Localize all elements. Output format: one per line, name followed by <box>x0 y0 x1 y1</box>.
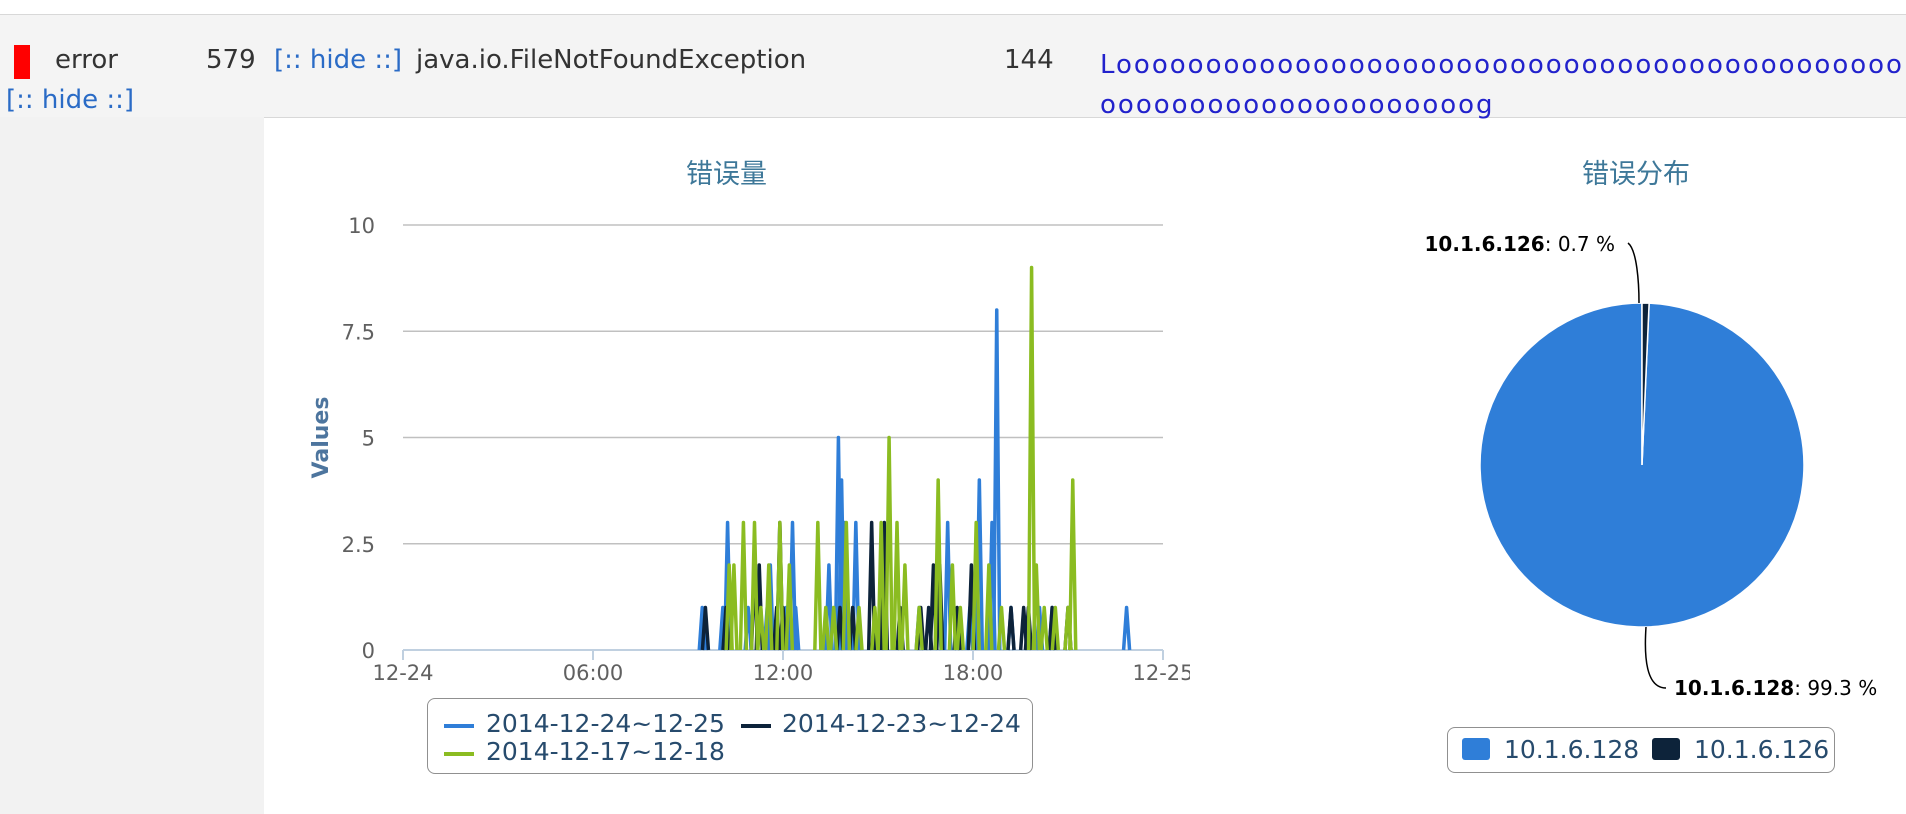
error-message: Looooooooooooooooooooooooooooooooooooooo… <box>1100 50 1904 119</box>
error-level-marker <box>14 45 30 79</box>
data-spike <box>700 605 711 651</box>
y-axis-label: Values <box>309 397 334 479</box>
x-tick-label: 06:00 <box>563 661 624 685</box>
series-3 <box>724 265 1078 651</box>
data-spike <box>900 563 910 651</box>
legend-item-slice-1[interactable]: 10.1.6.128 <box>1504 735 1640 764</box>
legend-swatch-slice-2 <box>1652 738 1680 760</box>
legend-item-series-1[interactable]: 2014-12-24~12-25 <box>486 709 725 738</box>
pie-connector <box>1627 242 1640 304</box>
legend-swatch-series-1 <box>444 724 474 728</box>
exception-count: 144 <box>1004 45 1054 75</box>
data-spike <box>971 520 981 651</box>
data-spike <box>841 520 852 651</box>
exception-name: java.io.FileNotFoundException <box>416 45 807 75</box>
y-tick-label: 10 <box>348 214 375 238</box>
log-row[interactable]: error 579 [:: hide ::] java.io.FileNotFo… <box>0 15 1906 119</box>
data-spike <box>775 520 785 651</box>
line-chart-title: 错误量 <box>686 159 767 190</box>
pie-chart-legend: 10.1.6.128 10.1.6.126 <box>1447 727 1835 773</box>
top-border <box>0 14 1906 15</box>
error-volume-chart: 0 2.5 5 7.5 10 12-24 06:00 12:00 18:00 12-25 Value… <box>309 214 1190 685</box>
data-spike <box>1050 605 1061 651</box>
left-gutter <box>0 117 264 814</box>
hide-link-secondary[interactable]: [:: hide ::] <box>6 85 135 115</box>
data-spike <box>738 520 749 651</box>
legend-item-series-3[interactable]: 2014-12-17~12-18 <box>486 737 725 766</box>
data-spike <box>955 605 966 651</box>
pie-connector <box>1644 626 1667 689</box>
y-tick-label: 2.5 <box>342 533 375 557</box>
data-spike <box>749 520 760 651</box>
data-spike <box>992 308 1002 651</box>
legend-swatch-slice-1 <box>1462 738 1490 760</box>
data-spike <box>996 605 1007 651</box>
data-spike <box>756 605 766 651</box>
legend-swatch-series-2 <box>741 724 771 728</box>
legend-item-series-2[interactable]: 2014-12-23~12-24 <box>782 709 1021 738</box>
y-tick-label: 7.5 <box>342 320 375 344</box>
data-spike <box>876 520 886 651</box>
data-spike <box>854 605 864 651</box>
data-spike <box>892 520 902 651</box>
line-chart-legend: 2014-12-24~12-25 2014-12-23~12-24 2014-1… <box>427 698 1033 774</box>
log-level: error <box>55 45 118 75</box>
legend-item-slice-2[interactable]: 10.1.6.126 <box>1694 735 1830 764</box>
pie-chart-title: 错误分布 <box>1582 159 1690 190</box>
data-spike <box>1039 605 1049 651</box>
error-distribution-pie: 10.1.6.126: 0.7 % 10.1.6.128: 99.3 % <box>1425 232 1878 700</box>
data-spike <box>933 478 943 651</box>
series-1 <box>697 308 1132 651</box>
data-spike <box>914 605 924 651</box>
pie-data-label: 10.1.6.128: 99.3 % <box>1674 676 1877 700</box>
data-spike <box>1026 265 1037 651</box>
data-spike <box>821 605 831 651</box>
x-tick-label: 12-25 <box>1132 661 1190 685</box>
x-tick-label: 12-24 <box>372 661 433 685</box>
hide-link[interactable]: [:: hide ::] <box>274 45 403 75</box>
data-spike <box>1068 478 1078 651</box>
data-spike <box>790 605 801 651</box>
x-tick-label: 18:00 <box>943 661 1004 685</box>
data-spike <box>1121 605 1132 651</box>
data-spike <box>729 563 739 651</box>
x-tick-label: 12:00 <box>753 661 814 685</box>
data-spike <box>884 435 894 651</box>
y-tick-label: 0 <box>362 639 375 663</box>
error-count: 579 <box>206 45 256 75</box>
data-spike <box>784 563 795 651</box>
pie-data-label: 10.1.6.126: 0.7 % <box>1425 232 1615 256</box>
data-spike <box>984 563 994 651</box>
data-spike <box>947 563 958 651</box>
data-spike <box>1031 563 1042 651</box>
data-spike <box>813 520 823 651</box>
data-spike <box>1006 605 1016 651</box>
data-spike <box>828 605 839 651</box>
y-tick-label: 5 <box>362 427 375 451</box>
pie-slice-2 <box>1641 302 1650 466</box>
data-spike <box>764 563 774 651</box>
legend-swatch-series-3 <box>444 752 474 756</box>
